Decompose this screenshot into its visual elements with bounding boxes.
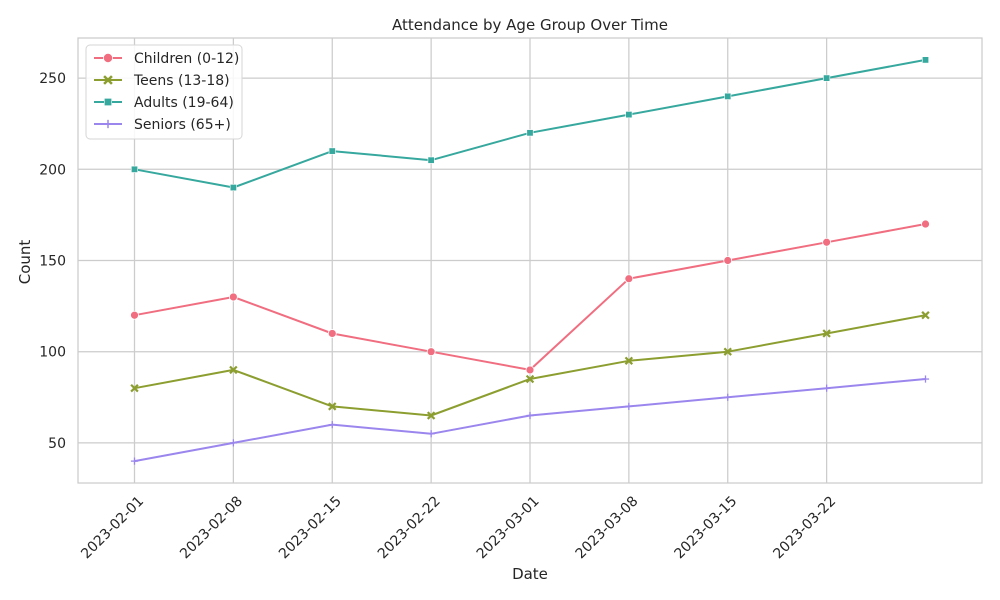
data-point — [131, 165, 139, 173]
series-layer — [130, 56, 930, 465]
data-point — [723, 347, 732, 356]
legend-item: Teens (13-18) — [94, 73, 230, 89]
legend-label: Adults (19-64) — [134, 95, 234, 111]
data-point — [103, 75, 113, 85]
legend-item: Adults (19-64) — [94, 95, 234, 111]
data-point — [724, 393, 732, 401]
data-point — [526, 411, 534, 420]
data-point — [104, 98, 112, 106]
data-point — [724, 92, 732, 100]
x-tick-label: 2023-02-15 — [276, 493, 345, 562]
data-point — [328, 147, 336, 155]
data-point — [427, 430, 435, 438]
x-tick-label: 2023-03-08 — [573, 493, 642, 562]
data-point — [130, 310, 139, 320]
x-axis-ticks: 2023-02-01 2023-02-08 2023-02-15 2023-02-22… — [78, 493, 839, 562]
legend-label: Children (0-12) — [134, 51, 239, 67]
legend: Children (0-12) Teens (13-18) Adults (19-6… — [85, 44, 243, 140]
y-axis-ticks: 50 100 150 200 250 — [39, 71, 66, 452]
data-point — [822, 237, 832, 247]
data-point — [624, 274, 634, 284]
x-tick-label: 2023-02-22 — [375, 493, 444, 562]
y-tick-label: 250 — [39, 71, 66, 87]
data-point — [822, 329, 831, 338]
y-tick-label: 50 — [48, 436, 66, 452]
data-point — [625, 111, 633, 119]
legend-label: Teens (13-18) — [133, 73, 230, 89]
data-point — [526, 129, 534, 137]
legend-label: Seniors (65+) — [134, 117, 231, 133]
data-point — [624, 356, 634, 365]
x-tick-label: 2023-02-08 — [177, 493, 246, 562]
series-1 — [130, 311, 930, 420]
plot-area-border — [77, 37, 983, 484]
legend-box — [85, 44, 243, 140]
data-point — [823, 74, 831, 82]
data-point — [921, 375, 930, 383]
data-point — [228, 292, 238, 302]
data-point — [921, 219, 930, 229]
data-point — [723, 256, 733, 265]
data-point — [229, 365, 238, 375]
series-3 — [130, 375, 930, 465]
data-point — [327, 329, 337, 338]
data-point — [921, 56, 929, 64]
data-point — [525, 374, 535, 384]
data-point — [625, 402, 633, 411]
legend-item: Children (0-12) — [94, 51, 239, 67]
data-point — [229, 184, 237, 192]
data-point — [426, 411, 436, 420]
x-axis-label: Date — [512, 565, 548, 583]
chart-title: Attendance by Age Group Over Time — [392, 16, 668, 34]
data-point — [328, 402, 337, 411]
y-tick-label: 150 — [39, 254, 66, 270]
y-tick-label: 200 — [39, 162, 66, 178]
data-point — [103, 53, 114, 64]
data-point — [130, 383, 139, 393]
legend-item: Seniors (65+) — [94, 117, 231, 133]
data-point — [426, 347, 436, 357]
x-tick-label: 2023-02-01 — [78, 493, 147, 562]
series-2 — [131, 56, 929, 192]
x-tick-label: 2023-03-15 — [672, 493, 741, 562]
data-point — [427, 156, 435, 164]
data-point — [525, 365, 535, 375]
y-tick-label: 100 — [39, 345, 66, 361]
y-axis-label: Count — [16, 240, 34, 285]
x-tick-label: 2023-03-01 — [474, 493, 543, 562]
x-tick-label: 2023-03-22 — [770, 493, 839, 562]
data-point — [823, 384, 831, 392]
data-point — [130, 457, 139, 465]
data-point — [229, 439, 237, 447]
data-point — [328, 421, 336, 429]
series-0 — [130, 219, 930, 375]
data-point — [103, 119, 113, 129]
data-point — [921, 311, 930, 320]
